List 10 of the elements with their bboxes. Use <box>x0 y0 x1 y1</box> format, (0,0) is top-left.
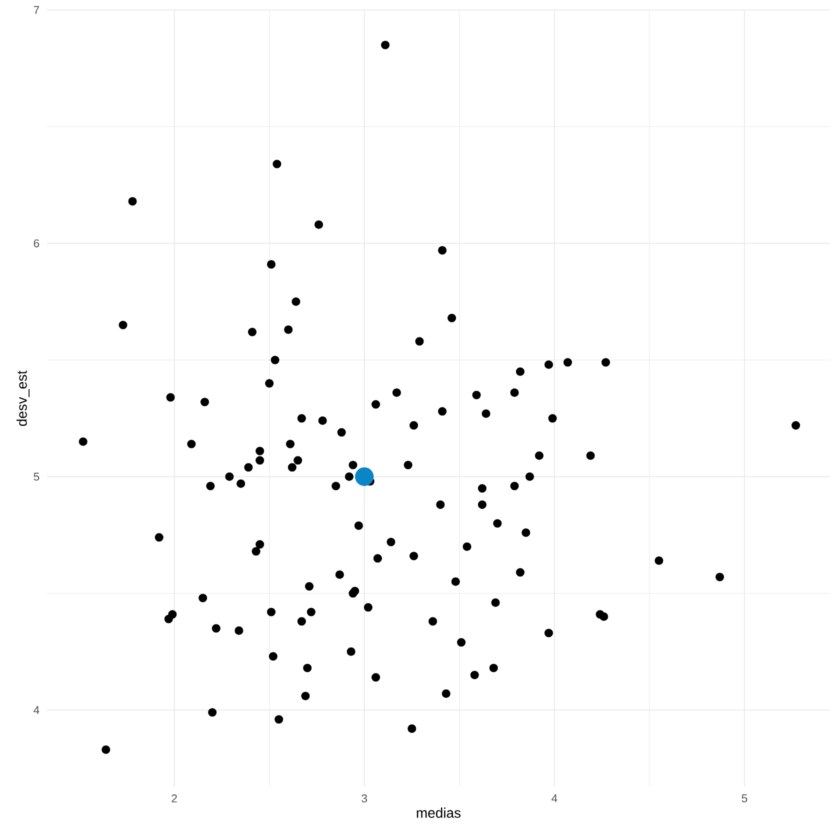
y-tick-label: 5 <box>34 472 40 481</box>
y-tick-label: 6 <box>34 239 40 248</box>
x-tick-label: 4 <box>552 794 558 802</box>
y-axis-title: desv_est <box>16 370 30 426</box>
x-tick-label: 5 <box>742 794 748 802</box>
x-tick-label: 2 <box>172 794 177 802</box>
x-axis-title: medias <box>416 808 461 818</box>
x-tick-label: 3 <box>362 794 368 802</box>
y-tick-label: 7 <box>34 6 40 14</box>
y-tick-label: 4 <box>34 706 40 714</box>
